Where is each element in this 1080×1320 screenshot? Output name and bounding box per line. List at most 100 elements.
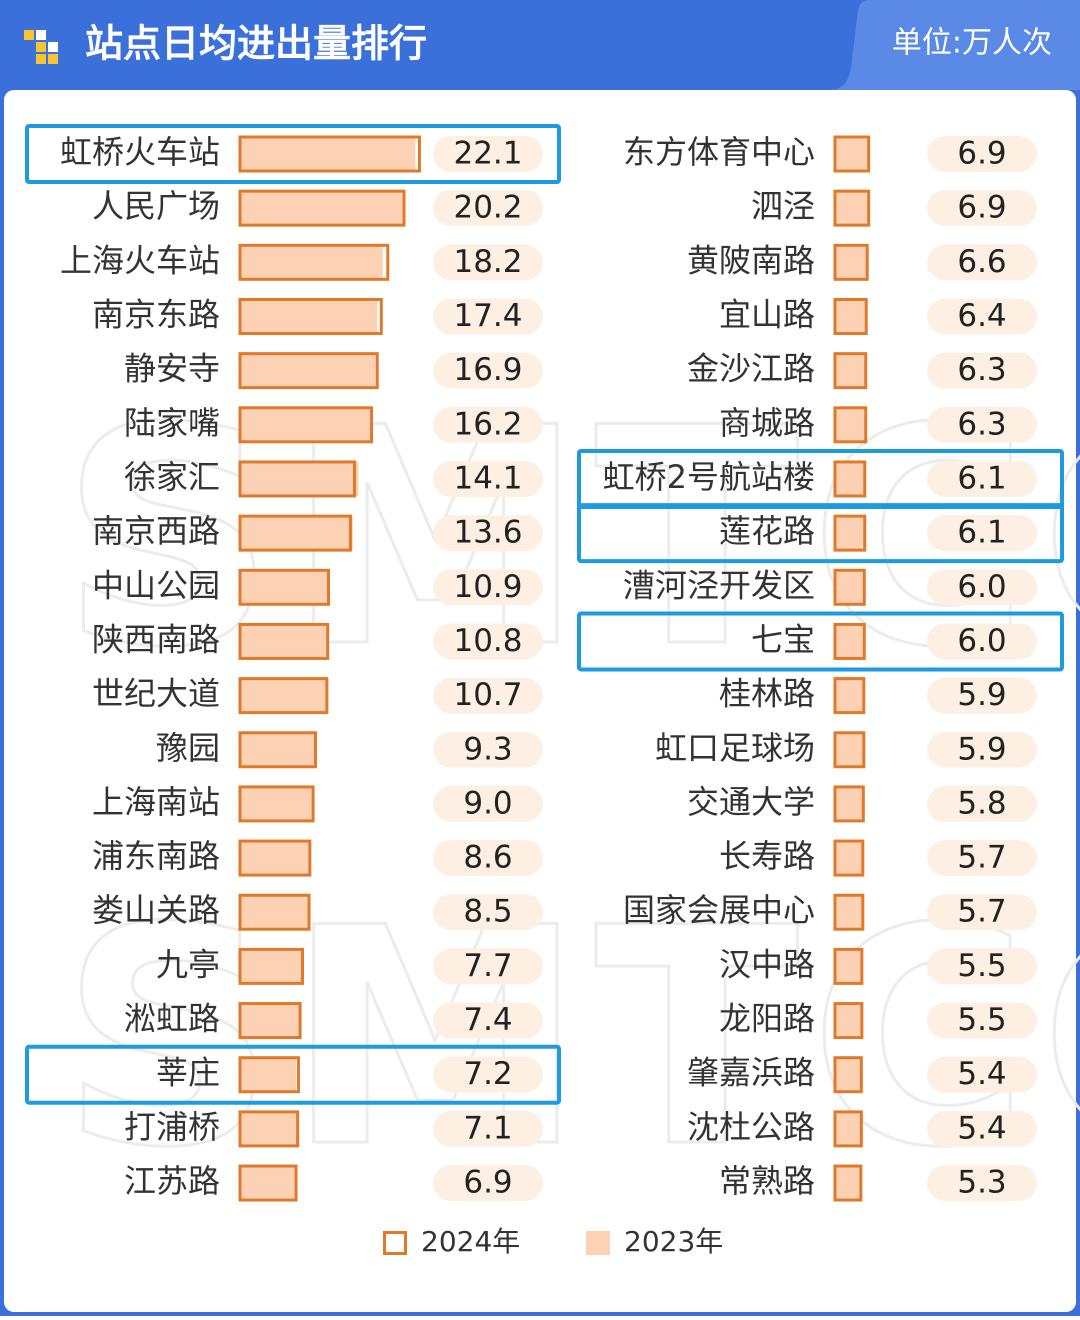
bar-previous	[240, 570, 328, 605]
bar-current	[238, 243, 390, 281]
bar-current	[833, 297, 868, 335]
bar-previous	[240, 516, 353, 551]
legend-swatch	[586, 1231, 610, 1255]
highlight-box	[577, 611, 1064, 672]
bar-current	[833, 189, 871, 227]
value-pill	[433, 894, 543, 931]
category-label: 国家会展中心	[623, 891, 815, 929]
category-label: 漕河泾开发区	[623, 566, 815, 604]
value-pill	[433, 1110, 543, 1147]
bar-current	[238, 460, 356, 498]
category-label: 上海南站	[92, 783, 220, 821]
category-label: 上海火车站	[60, 241, 220, 279]
value-pill	[927, 1110, 1037, 1147]
value-pill	[433, 948, 543, 985]
value-label: 9.3	[463, 731, 512, 767]
value-pill	[927, 1056, 1037, 1093]
value-label: 13.6	[453, 515, 522, 551]
category-label: 汉中路	[719, 945, 815, 983]
highlight-box	[577, 503, 1064, 564]
value-pill	[433, 1056, 543, 1093]
category-label: 黄陂南路	[687, 241, 815, 279]
value-label: 5.3	[957, 1165, 1006, 1201]
bar-current	[833, 352, 868, 390]
value-label: 5.4	[957, 1056, 1006, 1092]
watermark: SMTCG	[60, 364, 1080, 713]
value-pill	[433, 298, 543, 335]
bar-previous	[835, 299, 866, 334]
legend-label: 2024年	[421, 1225, 520, 1258]
bar-current	[833, 893, 865, 931]
bar-previous	[240, 841, 310, 876]
value-label: 5.7	[957, 840, 1006, 876]
bar-previous	[240, 1166, 296, 1201]
category-label: 打浦桥	[124, 1108, 220, 1146]
value-pill	[927, 894, 1037, 931]
category-label: 莲花路	[719, 512, 815, 550]
bar-current	[833, 785, 865, 823]
bar-previous	[835, 137, 869, 171]
bar-previous	[835, 949, 862, 984]
unit-label: 单位:万人次	[892, 26, 1052, 61]
bar-current	[238, 297, 383, 335]
value-pill	[433, 677, 543, 714]
bar-previous	[240, 1057, 297, 1092]
category-label: 南京西路	[92, 512, 220, 550]
value-pill	[433, 569, 543, 606]
category-label: 泗泾	[751, 187, 815, 225]
bar-previous	[835, 1166, 861, 1201]
value-pill	[433, 785, 543, 822]
bar-previous	[240, 1003, 300, 1038]
category-label: 陆家嘴	[124, 404, 220, 442]
bar-current	[833, 947, 864, 985]
value-pill	[927, 352, 1037, 389]
bar-previous	[835, 786, 863, 821]
value-label: 6.0	[957, 569, 1006, 605]
value-pill	[927, 948, 1037, 985]
bar-previous	[835, 624, 864, 659]
bar-previous	[240, 786, 312, 821]
bar-previous	[835, 678, 864, 713]
category-label: 世纪大道	[92, 675, 220, 713]
bar-current	[238, 1110, 300, 1148]
value-label: 10.9	[453, 569, 522, 605]
highlight-box	[25, 1044, 561, 1105]
bar-previous	[835, 1003, 863, 1038]
value-label: 10.8	[453, 623, 522, 659]
value-pill	[927, 677, 1037, 714]
bar-current	[238, 406, 374, 444]
value-label: 18.2	[453, 244, 522, 280]
category-label: 虹桥2号航站楼	[603, 458, 815, 496]
value-pill	[927, 298, 1037, 335]
category-label: 陕西南路	[92, 620, 220, 658]
value-pill	[433, 731, 543, 768]
value-pill	[927, 569, 1037, 606]
value-pill	[927, 460, 1037, 497]
category-label: 中山公园	[92, 566, 220, 604]
value-pill	[433, 406, 543, 443]
value-label: 5.5	[957, 1002, 1006, 1038]
category-label: 虹口足球场	[655, 729, 815, 767]
bar-previous	[240, 461, 359, 496]
bar-current	[833, 731, 866, 769]
value-label: 5.4	[957, 1110, 1006, 1146]
category-label: 宜山路	[719, 295, 815, 333]
bar-previous	[240, 407, 370, 442]
value-label: 6.4	[957, 298, 1006, 334]
bar-current	[238, 1164, 298, 1202]
chart-title: 站点日均进出量排行	[85, 22, 427, 66]
value-label: 6.1	[957, 515, 1006, 551]
value-label: 8.6	[463, 840, 512, 876]
value-label: 17.4	[453, 298, 522, 334]
value-pill	[433, 840, 543, 877]
value-pill	[927, 190, 1037, 227]
value-label: 10.7	[453, 677, 522, 713]
value-pill	[927, 1002, 1037, 1039]
category-label: 肇嘉浜路	[687, 1054, 815, 1092]
category-label: 东方体育中心	[623, 133, 815, 171]
category-label: 江苏路	[124, 1162, 220, 1200]
value-label: 5.5	[957, 948, 1006, 984]
value-label: 6.3	[957, 406, 1006, 442]
